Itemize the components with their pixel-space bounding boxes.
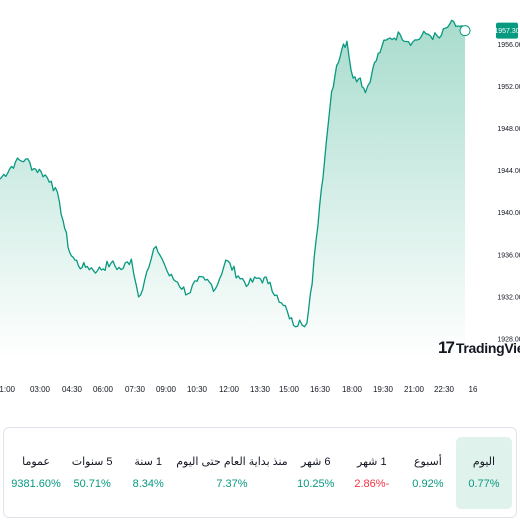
chart-canvas[interactable]: 01:00 03:00 04:30 06:00 07:30 09:00 10:30 12:00… bbox=[0, 0, 520, 400]
period-change-value: 50.71% bbox=[73, 478, 111, 490]
performance-period-4[interactable]: منذ بداية العام حتى اليوم 7.37% bbox=[176, 437, 287, 509]
y-axis-tick: 1936.00 bbox=[497, 252, 520, 259]
y-axis-tick: 1956.00 bbox=[497, 42, 520, 49]
price-line bbox=[0, 19, 466, 328]
x-axis-tick: 16 bbox=[469, 385, 478, 394]
x-axis-tick: 03:00 bbox=[30, 385, 51, 394]
period-change-value: 8.34% bbox=[132, 478, 164, 490]
period-change-value: 2.86%- bbox=[354, 478, 390, 490]
x-axis-tick: 06:00 bbox=[93, 385, 114, 394]
period-change-value: 7.37% bbox=[216, 478, 248, 490]
y-axis-tick: 1932.00 bbox=[497, 294, 520, 301]
price-area-fill bbox=[0, 20, 465, 359]
period-change-value: 10.25% bbox=[297, 478, 335, 490]
performance-period-5[interactable]: 1 سنة 8.34% bbox=[120, 437, 176, 509]
last-price-tag bbox=[496, 22, 518, 39]
period-label: منذ بداية العام حتى اليوم bbox=[176, 456, 288, 468]
tradingview-mark-icon: 17 bbox=[438, 338, 455, 357]
x-axis-tick: 04:30 bbox=[62, 385, 83, 394]
y-axis-tick: 1952.00 bbox=[497, 84, 520, 91]
x-axis-tick: 21:00 bbox=[404, 385, 425, 394]
x-axis-tick: 22:30 bbox=[434, 385, 455, 394]
tradingview-wordmark: TradingView bbox=[455, 340, 520, 356]
y-axis-tick: 1928.00 bbox=[497, 337, 520, 344]
y-axis-tick: 1944.00 bbox=[497, 168, 520, 175]
period-label: 1 سنة bbox=[134, 456, 163, 468]
performance-period-3[interactable]: 6 شهر 10.25% bbox=[288, 437, 344, 509]
period-label: أسبوع bbox=[413, 456, 442, 468]
performance-period-1[interactable]: أسبوع 0.92% bbox=[400, 437, 456, 509]
y-axis-tick: 1940.00 bbox=[497, 210, 520, 217]
x-axis-tick: 16:30 bbox=[310, 385, 331, 394]
period-label: اليوم bbox=[472, 456, 496, 468]
performance-period-7[interactable]: عموما 9381.60% bbox=[8, 437, 64, 509]
performance-period-2[interactable]: 1 شهر 2.86%- bbox=[344, 437, 400, 509]
x-axis-tick: 01:00 bbox=[0, 385, 16, 394]
x-axis-tick: 07:30 bbox=[125, 385, 146, 394]
x-axis-tick: 09:00 bbox=[156, 385, 177, 394]
x-axis-tick: 10:30 bbox=[187, 385, 208, 394]
last-price-label: 1957.30 bbox=[494, 28, 519, 35]
performance-bar: عموما 9381.60% 5 سنوات 50.71% 1 سنة 8.34% منذ … bbox=[3, 427, 517, 518]
period-label: عموما bbox=[22, 456, 50, 468]
period-label: 1 شهر bbox=[357, 456, 387, 468]
period-change-value: 0.77% bbox=[468, 478, 500, 490]
period-change-value: 9381.60% bbox=[11, 478, 61, 490]
y-axis-tick: 1948.00 bbox=[497, 126, 520, 133]
price-chart[interactable]: 01:00 03:00 04:30 06:00 07:30 09:00 10:30 12:00… bbox=[0, 0, 520, 400]
last-price-marker bbox=[459, 25, 471, 37]
period-change-value: 0.92% bbox=[412, 478, 444, 490]
tradingview-logo[interactable]: 17 TradingView bbox=[438, 338, 520, 358]
x-axis-tick: 18:00 bbox=[342, 385, 363, 394]
performance-period-0[interactable]: اليوم 0.77% bbox=[455, 436, 512, 509]
x-axis-tick: 19:30 bbox=[373, 385, 394, 394]
performance-period-6[interactable]: 5 سنوات 50.71% bbox=[64, 437, 120, 509]
period-label: 6 شهر bbox=[300, 456, 331, 468]
x-axis-tick: 13:30 bbox=[250, 385, 271, 394]
period-label: 5 سنوات bbox=[71, 456, 113, 468]
x-axis-tick: 12:00 bbox=[219, 385, 240, 394]
x-axis-tick: 15:00 bbox=[279, 385, 300, 394]
